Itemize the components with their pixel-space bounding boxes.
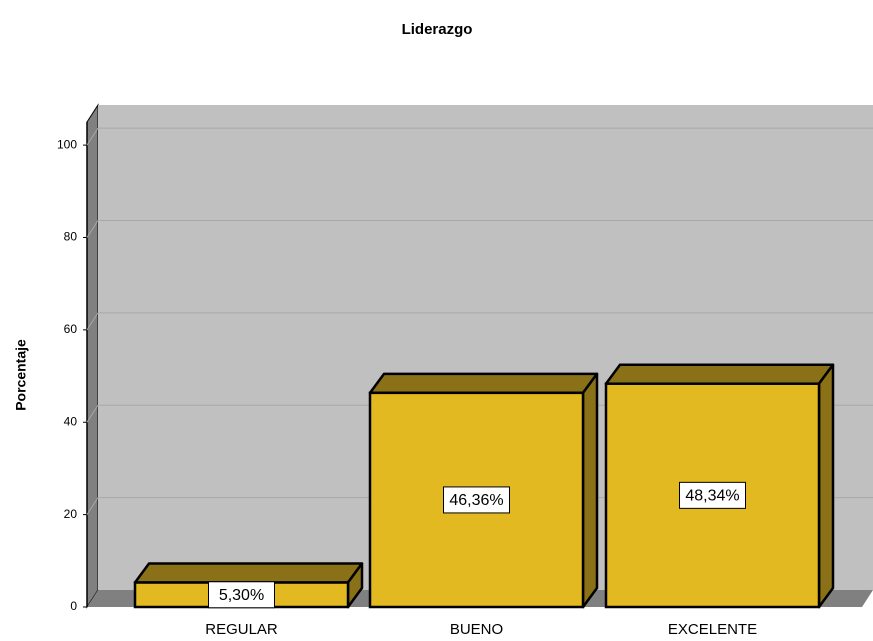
y-tick-label: 60 [64, 322, 78, 336]
x-tick-label: REGULAR [205, 621, 278, 638]
value-label-box [443, 486, 510, 514]
bar-side [817, 363, 835, 609]
left-wall [86, 103, 99, 609]
grid-line [86, 312, 99, 331]
value-label: 48,34% [685, 488, 739, 505]
chart-title: Liderazgo [402, 21, 473, 38]
y-tick-label: 40 [64, 414, 78, 428]
grid-line [86, 404, 99, 423]
value-label: 5,30% [219, 587, 264, 604]
value-label-box [208, 581, 275, 609]
value-label-box [679, 481, 746, 509]
x-tick-label: EXCELENTE [668, 621, 757, 638]
bar-top [368, 372, 599, 395]
grid-line [86, 220, 99, 238]
bar-side [581, 372, 599, 609]
bar-top [604, 363, 835, 385]
value-label: 46,36% [449, 492, 503, 509]
y-tick-label: 0 [70, 599, 77, 613]
x-tick-label: BUENO [450, 621, 503, 638]
y-tick-label: 80 [64, 230, 78, 244]
y-tick-label: 100 [57, 137, 77, 151]
bar-top [133, 562, 364, 584]
grid-line [86, 127, 99, 146]
y-axis-label: Porcentaje [13, 339, 29, 411]
y-tick-label: 20 [64, 507, 78, 521]
grid-line [86, 497, 99, 515]
